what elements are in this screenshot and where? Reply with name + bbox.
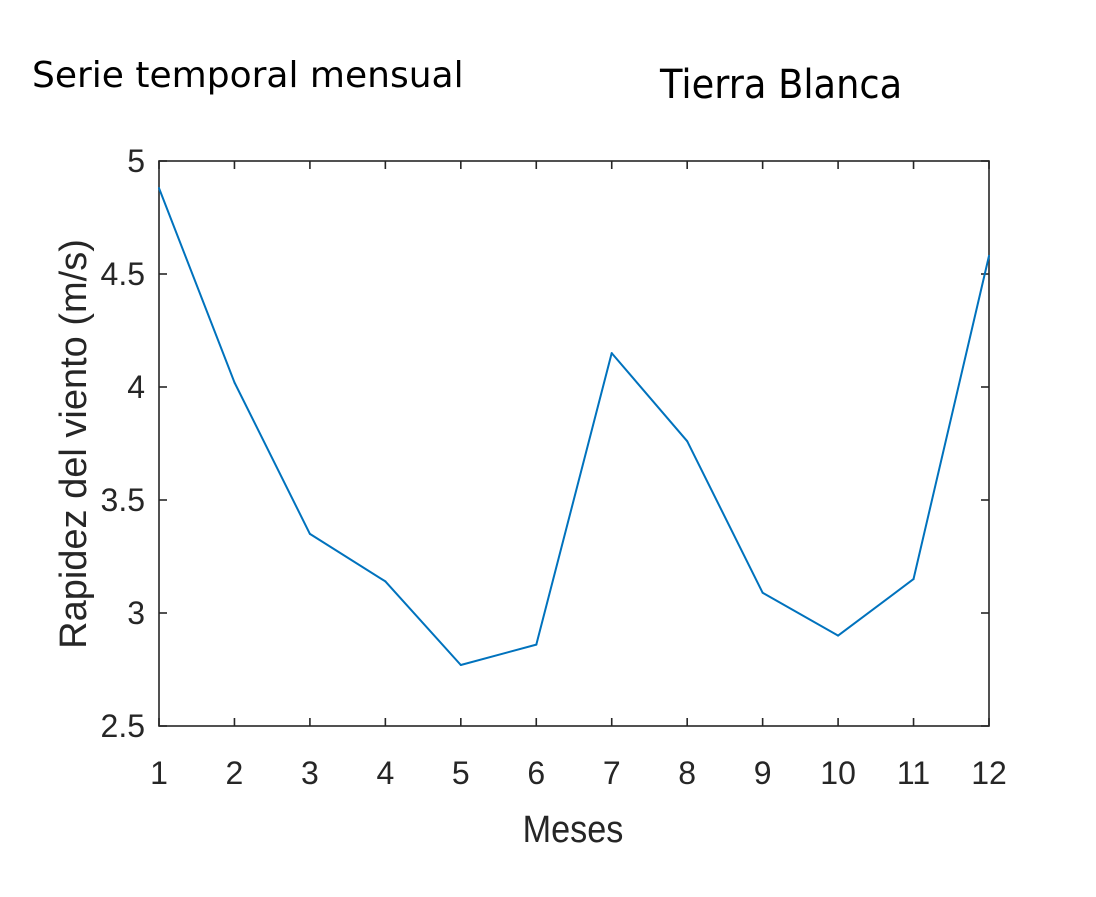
x-tick-label: 8 [678, 755, 696, 791]
y-tick-label: 3 [127, 595, 145, 631]
x-tick-label: 1 [150, 755, 168, 791]
x-tick-label: 7 [603, 755, 621, 791]
y-tick-label: 2.5 [101, 708, 145, 744]
data-point [459, 663, 462, 666]
series-caption: Serie temporal mensual [32, 55, 464, 96]
x-tick-label: 5 [452, 755, 470, 791]
series-line [158, 187, 990, 666]
axes: 1 2 3 4 5 6 7 8 9 10 11 122.533.544.55 [101, 143, 1007, 791]
data-point [912, 578, 915, 581]
x-tick-label: 2 [226, 755, 244, 791]
y-tick-label: 5 [127, 143, 145, 179]
station-name: Tierra Blanca [660, 62, 903, 108]
y-tick-label: 4.5 [101, 256, 145, 292]
data-point [761, 591, 764, 594]
data-point [610, 352, 613, 355]
x-tick-label: 10 [820, 755, 856, 791]
data-point [233, 381, 236, 384]
data-point [535, 643, 538, 646]
series-layer [158, 187, 990, 666]
data-point [308, 532, 311, 535]
data-point [988, 254, 990, 257]
x-tick-label: 11 [897, 755, 930, 791]
x-tick-label: 4 [376, 755, 394, 791]
x-tick-label: 12 [971, 755, 1007, 791]
y-tick-label: 3.5 [101, 482, 145, 518]
x-tick-label: 6 [527, 755, 545, 791]
labels-layer: Meses Rapidez del viento (m/s) [53, 239, 623, 850]
data-point [686, 440, 689, 443]
x-tick-label: 3 [301, 755, 319, 791]
x-tick-label: 9 [754, 755, 772, 791]
y-axis-label: Rapidez del viento (m/s) [53, 239, 95, 649]
data-point [384, 580, 387, 583]
data-point [158, 187, 160, 190]
y-tick-label: 4 [127, 369, 145, 405]
x-axis-label: Meses [523, 807, 624, 850]
data-point [837, 634, 840, 637]
plot-box [158, 160, 990, 727]
